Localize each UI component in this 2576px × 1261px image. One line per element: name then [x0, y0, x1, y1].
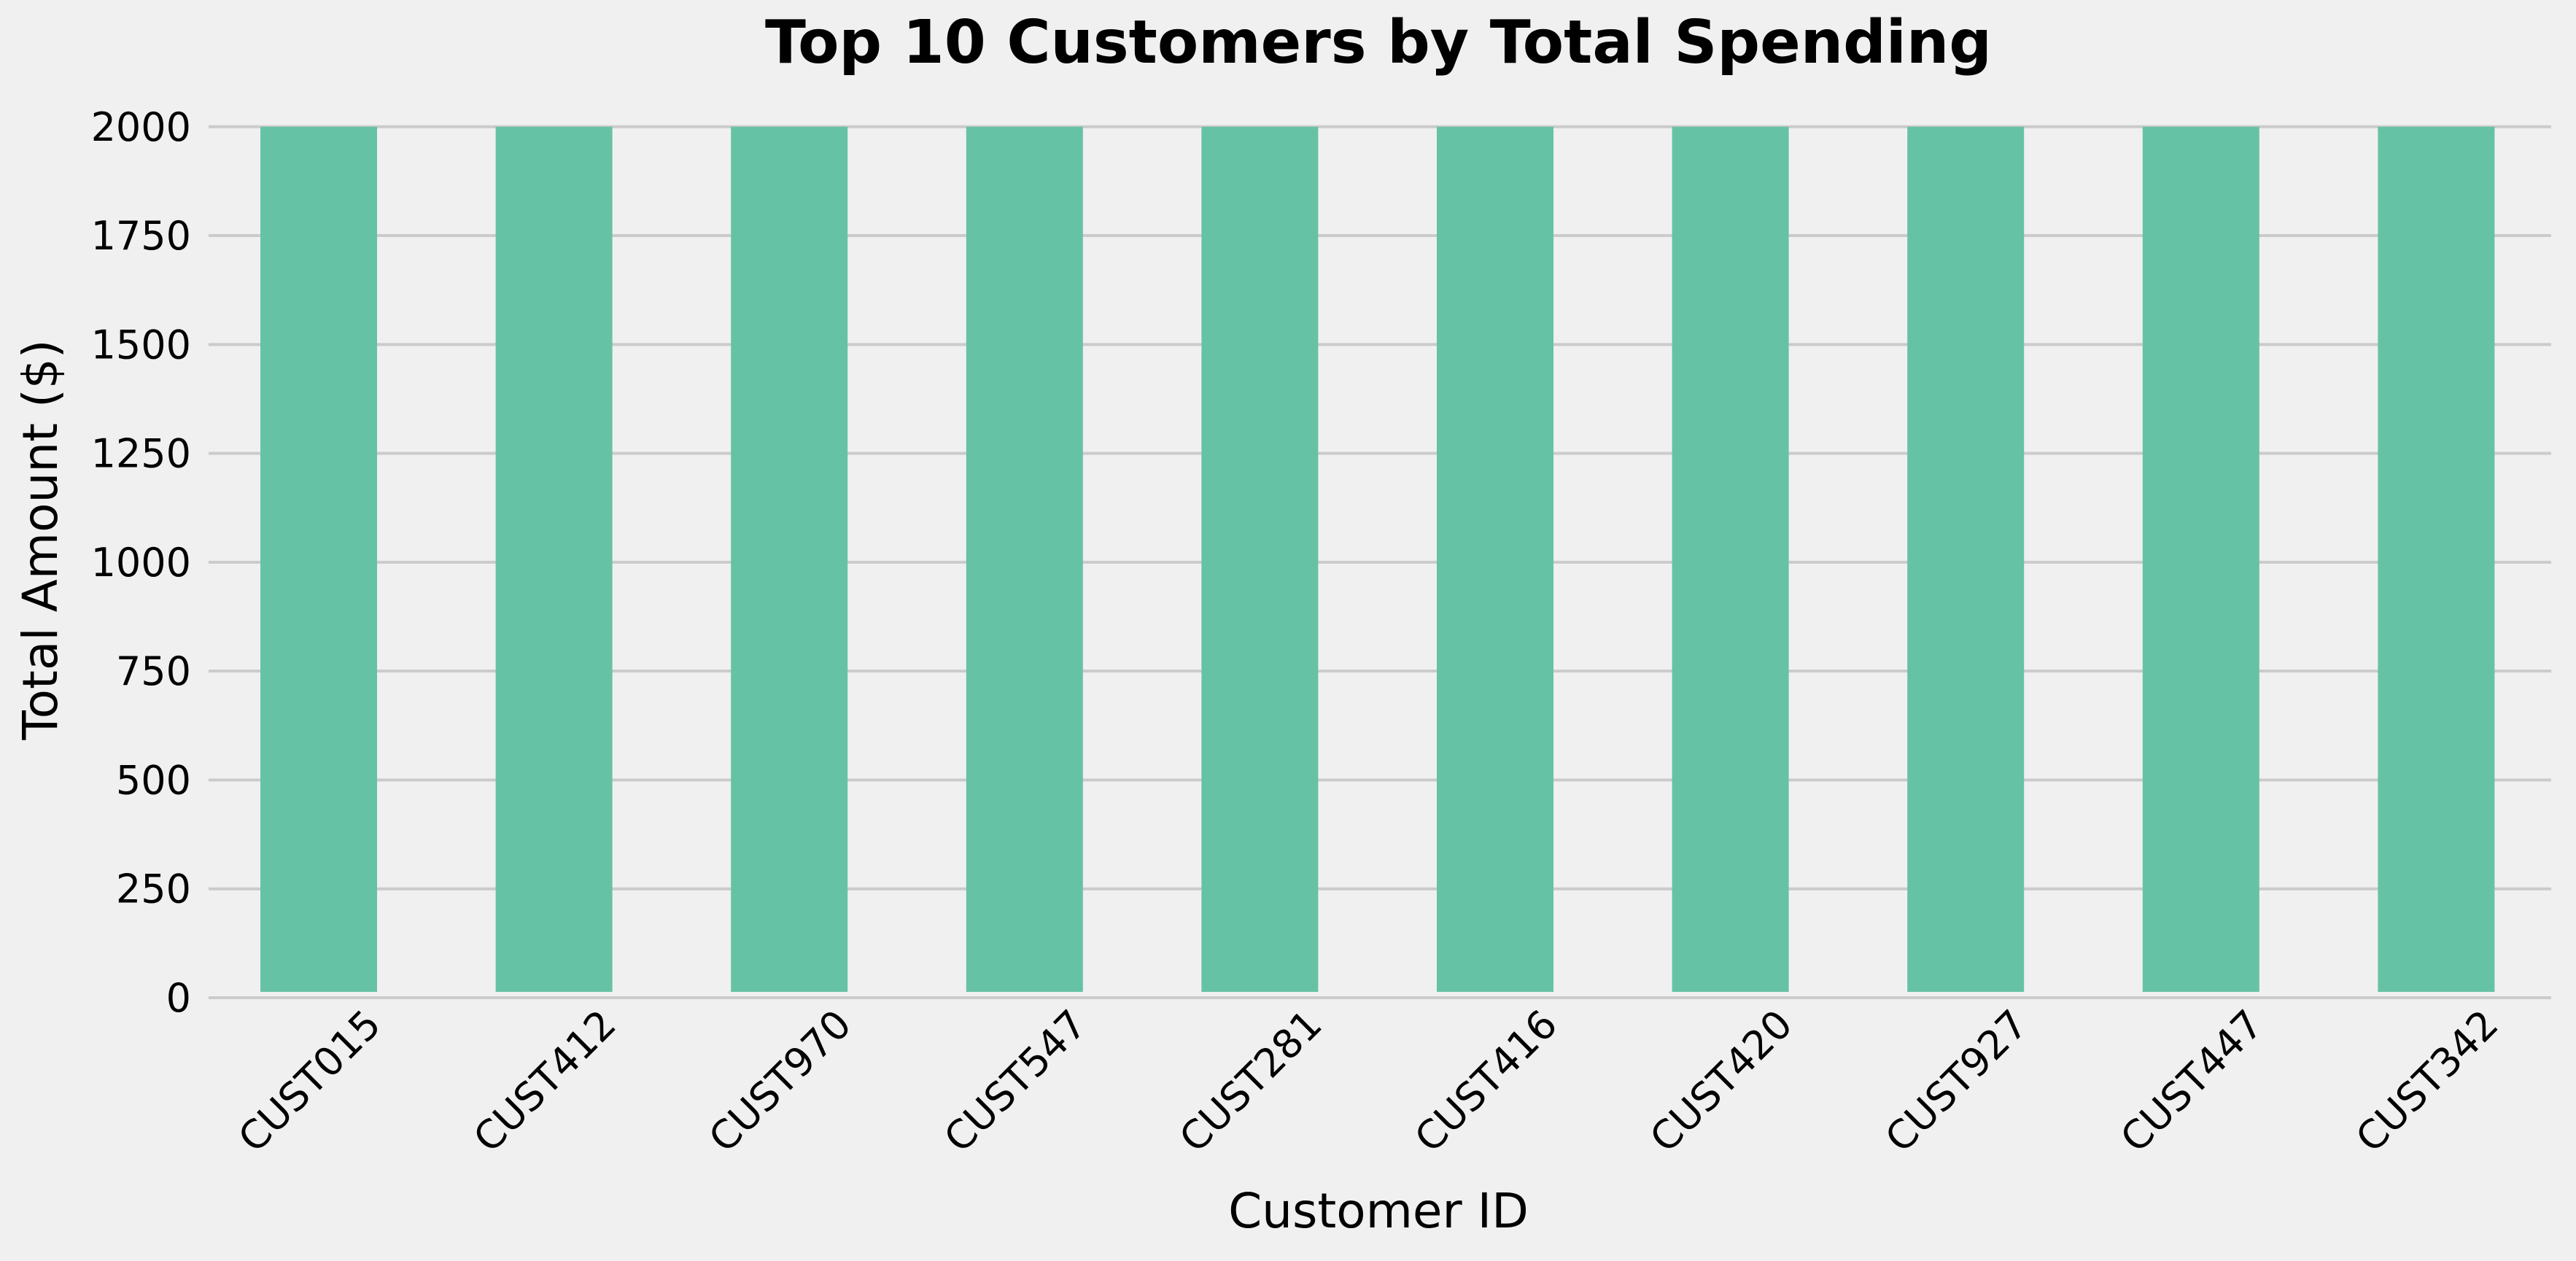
x-tick-label: CUST281 — [1171, 1001, 1331, 1162]
bars — [260, 126, 2495, 992]
y-tick-label: 1750 — [91, 213, 191, 259]
x-tick-label: CUST416 — [1406, 1001, 1567, 1162]
x-tick-label: CUST342 — [2347, 1001, 2507, 1162]
x-tick-label: CUST420 — [1641, 1001, 1801, 1162]
x-tick-label: CUST970 — [700, 1001, 861, 1162]
x-axis-label: Customer ID — [1228, 1183, 1529, 1239]
x-tick-label: CUST547 — [935, 1001, 1095, 1162]
y-tick-label: 0 — [166, 975, 191, 1021]
y-tick-label: 1500 — [91, 322, 191, 368]
y-tick-label: 250 — [116, 866, 191, 912]
y-axis-label: Total Amount ($) — [12, 340, 69, 741]
y-tick-label: 1250 — [91, 431, 191, 477]
x-tick-label: CUST447 — [2111, 1001, 2272, 1162]
y-tick-label: 2000 — [91, 104, 191, 150]
bar-cust927 — [1907, 126, 2025, 992]
y-tick-labels: 0 250 500 750 1000 1250 1500 1750 2000 — [91, 104, 191, 1021]
bar-cust412 — [495, 126, 613, 992]
y-tick-label: 500 — [116, 757, 191, 803]
chart-title: Top 10 Customers by Total Spending — [765, 8, 1992, 77]
x-tick-label: CUST927 — [1877, 1001, 2037, 1162]
x-tick-labels: CUST015 CUST412 CUST970 CUST547 CUST281 CUST4… — [230, 1001, 2507, 1162]
x-tick-label: CUST015 — [230, 1001, 390, 1162]
bar-cust416 — [1437, 126, 1553, 992]
bar-cust420 — [1672, 126, 1789, 992]
bar-cust547 — [966, 126, 1083, 992]
bar-cust342 — [2378, 126, 2495, 992]
bar-cust447 — [2142, 126, 2259, 992]
x-tick-label: CUST412 — [465, 1001, 625, 1162]
y-tick-label: 1000 — [91, 540, 191, 586]
bar-cust970 — [731, 126, 848, 992]
bar-cust281 — [1201, 126, 1319, 992]
bar-cust015 — [260, 126, 377, 992]
y-tick-label: 750 — [116, 648, 191, 694]
